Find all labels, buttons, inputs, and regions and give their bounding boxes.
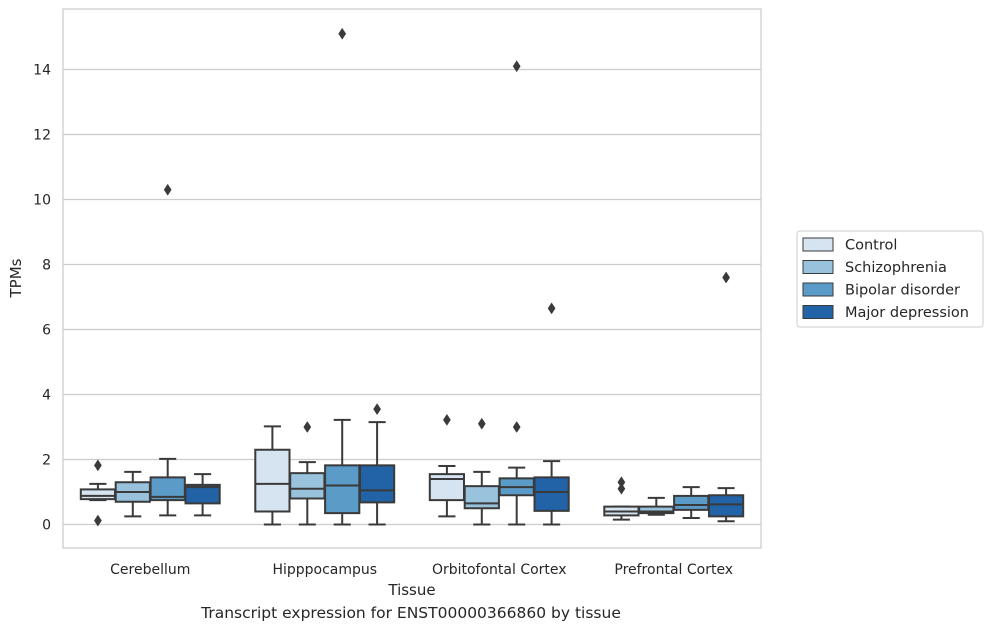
box-2-2 <box>498 60 535 526</box>
box-2-3 <box>673 486 710 519</box>
y-tick-label: 0 <box>42 518 51 534</box>
outlier-point <box>338 27 347 40</box>
x-tick-label: Hipppocampus <box>272 562 377 578</box>
outlier-point <box>373 403 381 416</box>
box-body <box>184 483 221 505</box>
legend-swatch <box>802 260 834 274</box>
box-body <box>707 494 745 518</box>
outlier-point <box>477 417 486 430</box>
x-tick-labels: Cerebellum Hipppocampus Orbitofontal Corte… <box>110 562 733 578</box>
legend-swatch <box>802 305 834 319</box>
legend-label: Major depression <box>845 305 969 321</box>
box-body <box>358 464 396 504</box>
outlier-point <box>512 60 521 73</box>
y-tick-label: 12 <box>33 128 51 144</box>
box-body <box>324 464 361 515</box>
box-1-0 <box>114 470 151 518</box>
y-axis-title: TPMs <box>7 258 25 298</box>
outlier-point <box>617 482 626 495</box>
box-0-3 <box>603 476 640 521</box>
y-tick-labels: 0 2 4 6 8 10 12 14 <box>33 63 51 534</box>
box-body <box>254 448 291 513</box>
legend-swatch <box>802 282 834 297</box>
legend-items: Control Schizophrenia Bipolar disorder Majo… <box>802 237 969 321</box>
box-3-0 <box>184 473 221 517</box>
x-axis-title: Tissue <box>387 581 435 599</box>
box-1-1 <box>289 421 326 526</box>
legend-frame <box>796 230 984 328</box>
outlier-point <box>512 421 521 433</box>
outlier-point <box>94 514 102 527</box>
box-0-0 <box>79 459 117 527</box>
box-body <box>289 472 326 500</box>
figure-caption: Transcript expression for ENST0000036686… <box>201 604 621 622</box>
box-2-0 <box>149 183 186 517</box>
y-tick-label: 6 <box>42 323 51 339</box>
box-body <box>463 485 500 510</box>
outlier-point <box>722 271 730 284</box>
outlier-point <box>547 302 556 315</box>
y-tick-label: 4 <box>42 388 51 404</box>
x-tick-label: Orbitofontal Cortex <box>432 562 567 578</box>
legend-label: Schizophrenia <box>845 260 947 276</box>
y-tick-label: 8 <box>42 258 51 274</box>
box-1-3 <box>638 496 675 516</box>
gridlines <box>63 68 761 526</box>
x-tick-label: Cerebellum <box>110 562 190 578</box>
legend: Control Schizophrenia Bipolar disorder Majo… <box>796 230 984 328</box>
outlier-point <box>94 459 102 472</box>
boxes-layer <box>79 27 745 527</box>
y-tick-label: 10 <box>33 193 51 209</box>
box-3-1 <box>358 403 396 526</box>
box-0-1 <box>254 425 291 526</box>
y-tick-label: 14 <box>33 63 51 79</box>
box-0-2 <box>428 413 466 518</box>
box-3-3 <box>707 271 745 523</box>
box-2-1 <box>324 27 361 526</box>
outlier-point <box>163 183 172 196</box>
legend-swatch <box>802 237 834 252</box>
outlier-point <box>443 413 451 426</box>
y-tick-label: 2 <box>42 453 51 469</box>
box-body <box>673 494 710 511</box>
box-body <box>79 488 117 501</box>
box-3-2 <box>533 302 570 526</box>
legend-label: Bipolar disorder <box>845 283 960 299</box>
plot-frame <box>62 8 762 549</box>
outlier-point <box>303 421 312 433</box>
box-body <box>533 476 570 512</box>
box-1-2 <box>463 417 500 526</box>
legend-label: Control <box>845 238 897 254</box>
x-tick-label: Prefrontal Cortex <box>614 562 733 578</box>
